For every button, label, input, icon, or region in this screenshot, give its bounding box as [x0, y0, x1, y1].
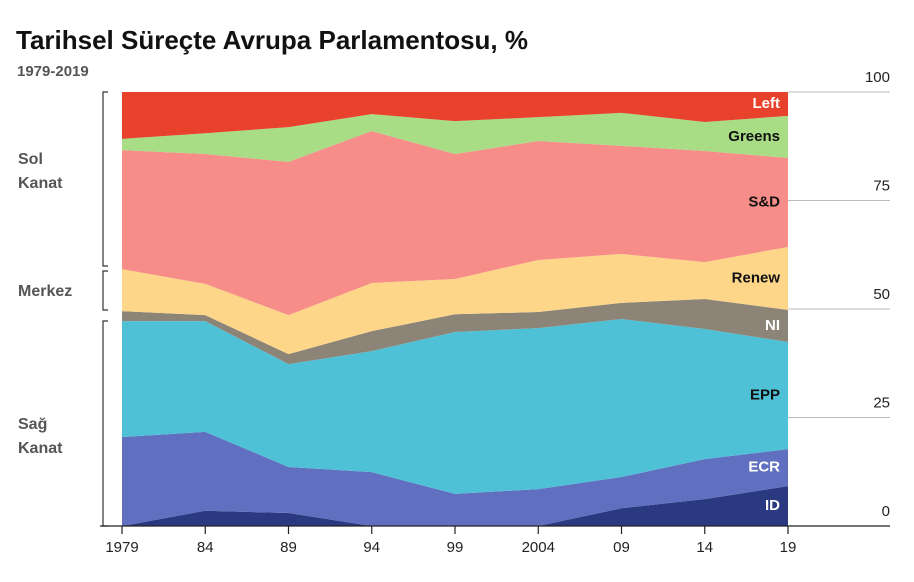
group-label: Sol — [18, 151, 43, 168]
x-tick-label: 94 — [363, 539, 380, 556]
series-label: S&D — [748, 193, 780, 210]
x-tick-label: 1979 — [105, 539, 138, 556]
series-label: Greens — [728, 128, 780, 145]
series-label: Renew — [732, 269, 781, 286]
area — [122, 92, 788, 139]
x-tick-label: 84 — [197, 539, 214, 556]
group-label: Kanat — [18, 175, 63, 192]
group-brackets — [102, 91, 108, 527]
area — [122, 318, 788, 494]
series-label: ID — [765, 497, 780, 514]
bracket — [102, 270, 108, 311]
x-tick-label: 19 — [780, 539, 797, 556]
area — [122, 246, 788, 355]
x-tick-label: 99 — [447, 539, 464, 556]
chart-title: Tarihsel Süreçte Avrupa Parlamentosu, % — [16, 25, 528, 55]
y-tick-label: 100 — [865, 69, 890, 86]
x-tick-label: 89 — [280, 539, 297, 556]
area — [122, 299, 788, 365]
group-label: Sağ — [18, 416, 47, 433]
area — [122, 431, 788, 526]
chart-subtitle: 1979-2019 — [17, 63, 89, 80]
series-label: EPP — [750, 387, 780, 404]
y-tick-label: 75 — [873, 177, 890, 194]
series-label: ECR — [748, 459, 780, 476]
x-tick-label: 09 — [613, 539, 630, 556]
y-tick-label: 50 — [873, 286, 890, 303]
series-label: Left — [753, 95, 781, 112]
y-tick-label: 25 — [873, 394, 890, 411]
bracket — [102, 91, 108, 267]
group-label: Merkez — [18, 283, 72, 300]
bracket — [102, 320, 108, 527]
area — [122, 131, 788, 316]
y-tick-label: 0 — [882, 503, 890, 520]
x-tick-label: 2004 — [522, 539, 555, 556]
area — [122, 486, 788, 526]
group-label: Kanat — [18, 440, 63, 457]
area — [122, 112, 788, 162]
x-tick-label: 14 — [696, 539, 713, 556]
series-label: NI — [765, 317, 780, 334]
